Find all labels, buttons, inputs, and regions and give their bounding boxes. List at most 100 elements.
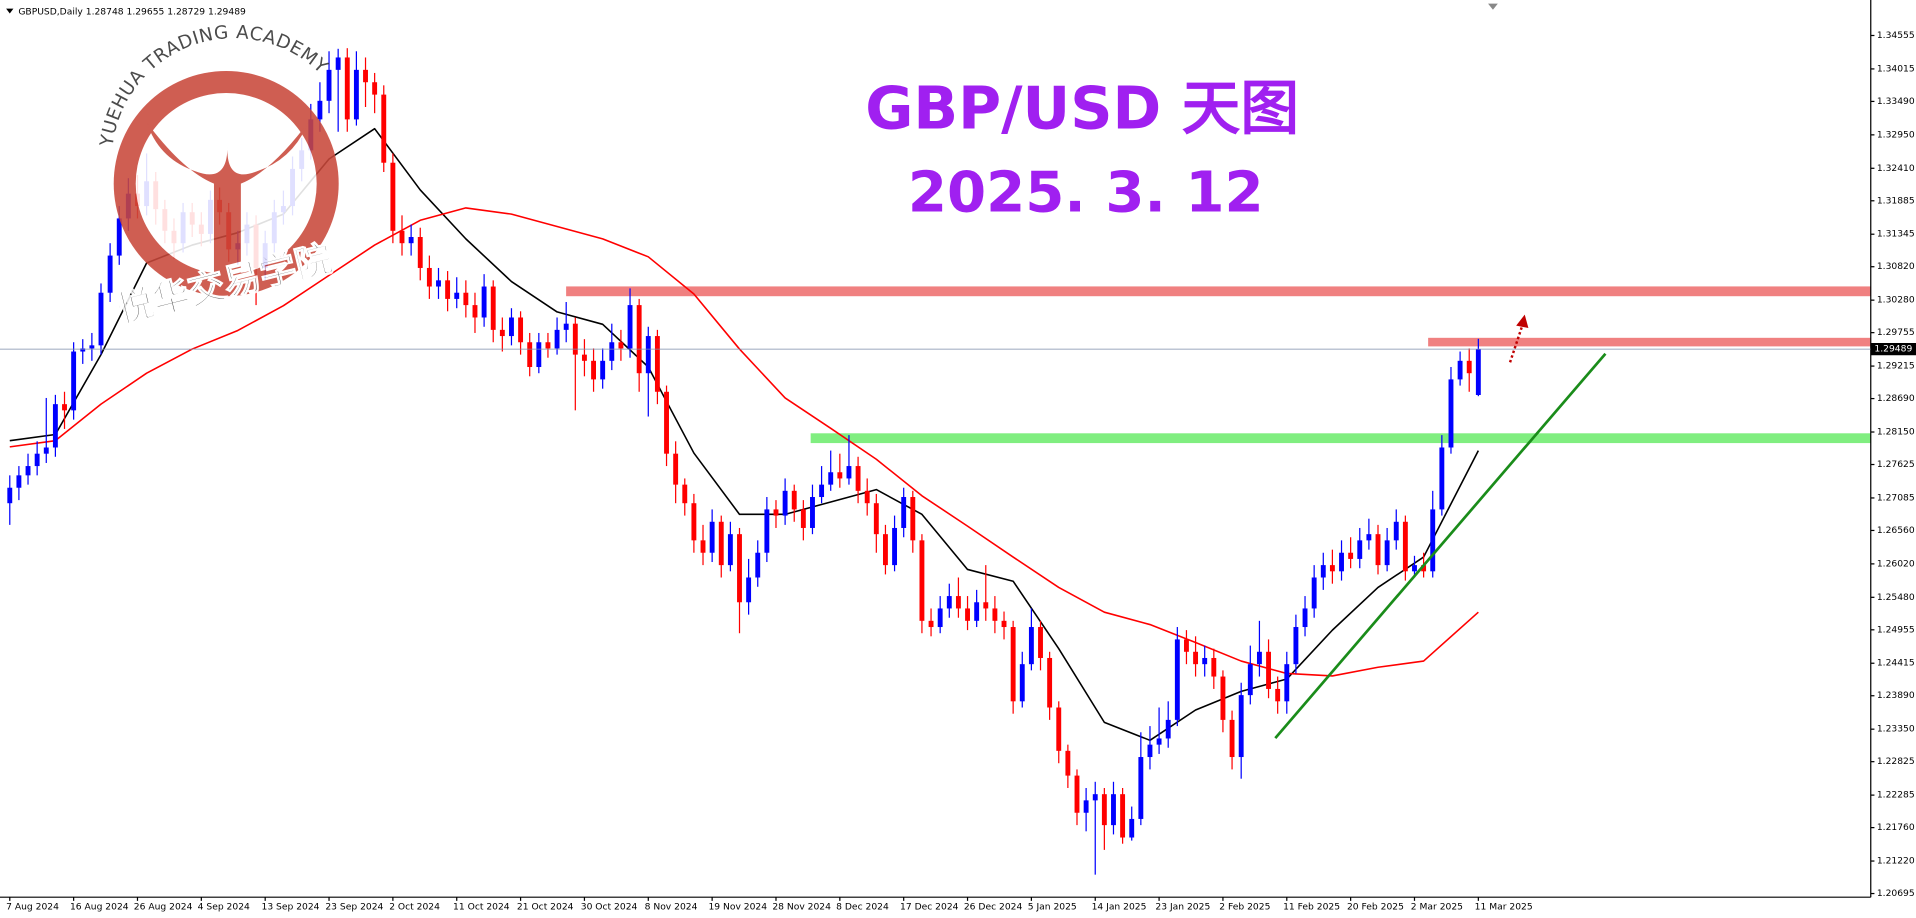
candle-body bbox=[1165, 719, 1171, 739]
candle-body bbox=[572, 323, 578, 355]
x-tick-label: 28 Nov 2024 bbox=[772, 901, 831, 912]
x-tick-label: 5 Jan 2025 bbox=[1028, 901, 1077, 912]
x-tick-label: 20 Feb 2025 bbox=[1347, 901, 1404, 912]
candle-body bbox=[654, 336, 660, 392]
candle-body bbox=[545, 342, 551, 349]
x-tick-label: 2 Mar 2025 bbox=[1411, 901, 1463, 912]
x-tick-label: 19 Nov 2024 bbox=[708, 901, 767, 912]
candle-body bbox=[34, 453, 40, 467]
y-tick-label: 1.27625 bbox=[1877, 459, 1915, 470]
y-tick-label: 1.31345 bbox=[1877, 229, 1915, 240]
x-tick-label: 26 Aug 2024 bbox=[134, 901, 193, 912]
candle-body bbox=[800, 509, 806, 528]
candle-body bbox=[755, 552, 761, 578]
candle-body bbox=[399, 230, 405, 244]
candle-body bbox=[1421, 565, 1427, 572]
candle-body bbox=[700, 540, 706, 553]
candle-body bbox=[828, 472, 834, 485]
candle-body bbox=[16, 475, 22, 488]
y-tick-label: 1.29215 bbox=[1877, 361, 1915, 372]
y-tick-label: 1.28690 bbox=[1877, 393, 1915, 404]
candle-body bbox=[481, 286, 487, 318]
candle-body bbox=[1083, 800, 1089, 813]
candle-body bbox=[509, 317, 514, 337]
candle-body bbox=[1111, 794, 1116, 826]
candle-body bbox=[426, 267, 432, 287]
candle-body bbox=[882, 534, 888, 566]
candle-body bbox=[1056, 707, 1062, 751]
resistance-zone bbox=[566, 286, 1871, 297]
candle-body bbox=[636, 305, 642, 374]
candle-body bbox=[682, 484, 688, 504]
candle-body bbox=[472, 305, 478, 318]
x-tick-label: 11 Mar 2025 bbox=[1475, 901, 1533, 912]
candle-body bbox=[536, 342, 542, 368]
candle-body bbox=[1348, 552, 1354, 559]
arrow-shaft bbox=[1508, 325, 1524, 363]
candle-body bbox=[773, 509, 779, 516]
candle-body bbox=[335, 57, 341, 70]
candle-body bbox=[1019, 664, 1025, 702]
candle-body bbox=[372, 82, 378, 95]
candle-body bbox=[983, 602, 989, 609]
candle-body bbox=[837, 472, 843, 479]
candle-body bbox=[25, 466, 31, 476]
candle-body bbox=[664, 391, 669, 454]
candle-body bbox=[1448, 379, 1454, 448]
x-tick-label: 7 Aug 2024 bbox=[6, 901, 59, 912]
candle-body bbox=[810, 497, 815, 528]
candle-body bbox=[554, 329, 560, 349]
candle-body bbox=[1010, 627, 1016, 702]
candle-body bbox=[445, 280, 451, 299]
candle-body bbox=[709, 521, 715, 553]
candle-body bbox=[673, 453, 679, 485]
candle-body bbox=[864, 490, 870, 504]
candle-body bbox=[1275, 688, 1281, 702]
y-tick-label: 1.23350 bbox=[1877, 724, 1915, 735]
candle-body bbox=[846, 466, 852, 479]
support-zone bbox=[810, 433, 1871, 444]
candle-body bbox=[7, 487, 13, 504]
candle-body bbox=[317, 100, 323, 120]
symbol-info: GBPUSD,Daily 1.28748 1.29655 1.28729 1.2… bbox=[18, 7, 246, 18]
candle-body bbox=[1320, 565, 1326, 578]
resistance-zone bbox=[1428, 337, 1871, 347]
candle-body bbox=[518, 317, 524, 343]
x-tick-label: 16 Aug 2024 bbox=[70, 901, 129, 912]
candles bbox=[7, 48, 1481, 875]
candle-body bbox=[718, 521, 724, 566]
candle-body bbox=[1256, 651, 1262, 665]
logo-symbol bbox=[146, 122, 309, 276]
candle-body bbox=[499, 329, 505, 337]
menu-triangle[interactable] bbox=[6, 8, 14, 14]
candle-body bbox=[1101, 794, 1107, 826]
candle-body bbox=[873, 503, 879, 535]
y-tick-label: 1.20695 bbox=[1877, 888, 1915, 899]
candle-body bbox=[1329, 565, 1335, 572]
x-tick-label: 13 Sep 2024 bbox=[262, 901, 320, 912]
candle-body bbox=[727, 534, 733, 566]
candle-body bbox=[344, 57, 350, 120]
candle-body bbox=[1229, 719, 1235, 758]
y-tick-label: 1.23890 bbox=[1877, 690, 1915, 701]
candle-body bbox=[1311, 577, 1317, 609]
candle-body bbox=[1211, 657, 1217, 677]
candle-body bbox=[1475, 349, 1481, 395]
x-tick-label: 2 Feb 2025 bbox=[1219, 901, 1270, 912]
candle-body bbox=[591, 360, 597, 380]
candle-body bbox=[609, 342, 615, 361]
x-tick-label: 30 Oct 2024 bbox=[581, 901, 638, 912]
candle-body bbox=[1238, 695, 1244, 758]
y-tick-label: 1.26560 bbox=[1877, 525, 1915, 536]
candle-body bbox=[1457, 360, 1463, 380]
y-tick-label: 1.32410 bbox=[1877, 163, 1915, 174]
trend-line bbox=[1274, 352, 1607, 739]
y-tick-label: 1.30280 bbox=[1877, 295, 1915, 306]
y-tick-label: 1.34555 bbox=[1877, 30, 1915, 41]
y-tick-label: 1.28150 bbox=[1877, 427, 1915, 438]
candle-body bbox=[381, 94, 387, 163]
y-tick-label: 1.33490 bbox=[1877, 96, 1915, 107]
candle-body bbox=[1366, 534, 1372, 541]
candle-body bbox=[1174, 639, 1180, 720]
